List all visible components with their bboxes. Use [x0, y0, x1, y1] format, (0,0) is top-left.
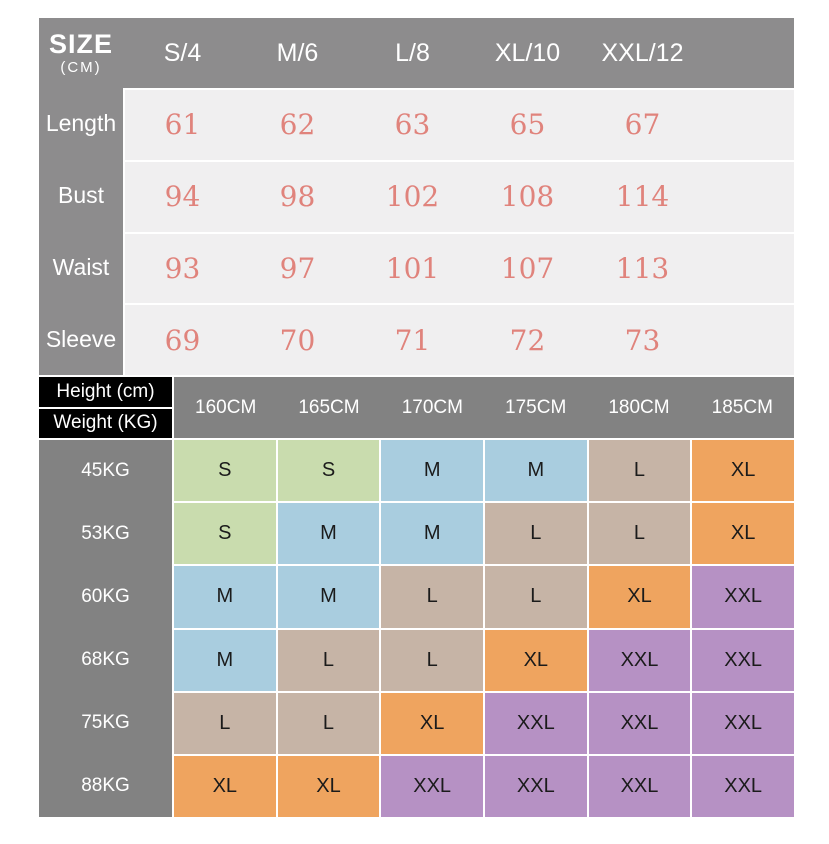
measure-value: 94 [164, 180, 201, 214]
fit-matrix-table: Height (cm) Weight (KG) 160CM 165CM 170C… [39, 377, 794, 817]
measure-value: 72 [509, 323, 546, 357]
fit-cell: M [484, 440, 587, 502]
fit-cell: XL [277, 755, 380, 817]
measure-value: 108 [500, 180, 555, 214]
corner-divider [39, 406, 172, 409]
fit-cell: L [381, 566, 483, 628]
height-column-header: 185CM [711, 396, 773, 418]
fit-cell: XL [381, 692, 483, 754]
fit-cell: L [277, 692, 380, 754]
fit-cell: M [381, 503, 483, 565]
fit-cell: M [277, 566, 380, 628]
row-label-waist: Waist [52, 253, 110, 280]
corner-height-label: Height (cm) [56, 380, 155, 402]
weight-row-label: 45KG [81, 460, 130, 482]
weight-row-label: 53KG [81, 523, 130, 545]
measurements-body: 61 62 63 65 67 94 98 102 108 114 93 97 1… [125, 90, 794, 375]
size-column-header-l: L/8 [395, 38, 430, 67]
fit-cell: M [174, 566, 276, 628]
fit-cell: XXL [484, 755, 587, 817]
fit-cell: L [588, 503, 691, 565]
fit-cell: XXL [692, 692, 794, 754]
fit-cell: XXL [484, 692, 587, 754]
measure-value: 98 [279, 180, 316, 214]
size-title: SIZE [48, 28, 113, 59]
weight-row-label: 68KG [81, 648, 130, 670]
height-column-header: 180CM [608, 396, 670, 418]
table-row: 61 62 63 65 67 [125, 90, 794, 160]
height-column-headers: 160CM 165CM 170CM 175CM 180CM 185CM [174, 377, 794, 438]
weight-row-label: 88KG [81, 774, 130, 796]
fit-matrix-corner-cell: Height (cm) Weight (KG) [39, 377, 172, 438]
size-column-header-xxl: XXL/12 [601, 38, 684, 67]
measurements-corner-cell: SIZE (CM) [39, 18, 123, 88]
fit-cell: XXL [692, 755, 794, 817]
fit-cell: XXL [588, 629, 691, 691]
fit-cell: XL [588, 566, 691, 628]
weight-row-label: 60KG [81, 586, 130, 608]
measure-value: 62 [279, 108, 316, 142]
measure-value: 114 [615, 180, 670, 214]
fit-cell: XL [484, 629, 587, 691]
fit-cell: L [588, 440, 691, 502]
measure-value: 101 [385, 251, 440, 285]
measure-value: 65 [509, 108, 546, 142]
fit-cell: XL [174, 755, 276, 817]
row-label-sleeve: Sleeve [45, 325, 117, 352]
fit-cell: S [174, 440, 276, 502]
fit-cell: M [381, 440, 483, 502]
measure-value: 93 [164, 251, 201, 285]
measure-value: 63 [394, 108, 431, 142]
table-row: 94 98 102 108 114 [125, 161, 794, 232]
fit-cell: XXL [381, 755, 483, 817]
fit-cell: S [277, 440, 380, 502]
measure-value: 97 [279, 251, 316, 285]
measure-value: 71 [394, 323, 431, 357]
fit-cell: L [484, 566, 587, 628]
size-column-header-s: S/4 [163, 38, 202, 67]
row-label-length: Length [45, 110, 117, 137]
fit-cell: M [174, 629, 276, 691]
size-unit-label: (CM) [60, 59, 102, 77]
measure-value: 113 [615, 251, 670, 285]
size-column-header-xl: XL/10 [494, 38, 561, 67]
fit-cell: XL [692, 440, 794, 502]
fit-cell: XXL [588, 692, 691, 754]
measure-value: 73 [624, 323, 661, 357]
height-column-header: 170CM [401, 396, 463, 418]
height-column-header: 160CM [195, 396, 257, 418]
corner-weight-label: Weight (KG) [53, 412, 158, 434]
fit-cell: S [174, 503, 276, 565]
fit-cell: L [381, 629, 483, 691]
table-row: 69 70 71 72 73 [125, 305, 794, 375]
fit-cell: XXL [692, 566, 794, 628]
fit-matrix-grid: S S M M L XL S M M L L XL M M L L XL XXL… [174, 440, 794, 817]
measure-value: 102 [385, 180, 440, 214]
fit-cell: XXL [692, 629, 794, 691]
fit-cell: M [277, 503, 380, 565]
measure-value: 67 [624, 108, 661, 142]
measurements-header-row: SIZE (CM) S/4 M/6 L/8 XL/10 XXL/12 [39, 18, 794, 88]
fit-cell: XXL [588, 755, 691, 817]
weight-row-label: 75KG [81, 711, 130, 733]
weight-row-labels: 45KG 53KG 60KG 68KG 75KG 88KG [39, 440, 172, 817]
measure-value: 69 [164, 323, 201, 357]
fit-cell: L [484, 503, 587, 565]
row-label-bust: Bust [57, 182, 105, 209]
measure-value: 61 [164, 108, 201, 142]
measurements-table: SIZE (CM) S/4 M/6 L/8 XL/10 XXL/12 Lengt… [39, 18, 794, 375]
fit-cell: XL [692, 503, 794, 565]
measure-value: 107 [500, 251, 555, 285]
size-column-headers: S/4 M/6 L/8 XL/10 XXL/12 [125, 18, 794, 88]
size-column-header-m: M/6 [276, 38, 319, 67]
height-column-header: 175CM [505, 396, 567, 418]
height-column-header: 165CM [298, 396, 360, 418]
table-row: 93 97 101 107 113 [125, 233, 794, 304]
measure-value: 70 [279, 323, 316, 357]
measurements-row-labels: Length Bust Waist Sleeve [39, 88, 123, 375]
fit-cell: L [174, 692, 276, 754]
fit-cell: L [277, 629, 380, 691]
